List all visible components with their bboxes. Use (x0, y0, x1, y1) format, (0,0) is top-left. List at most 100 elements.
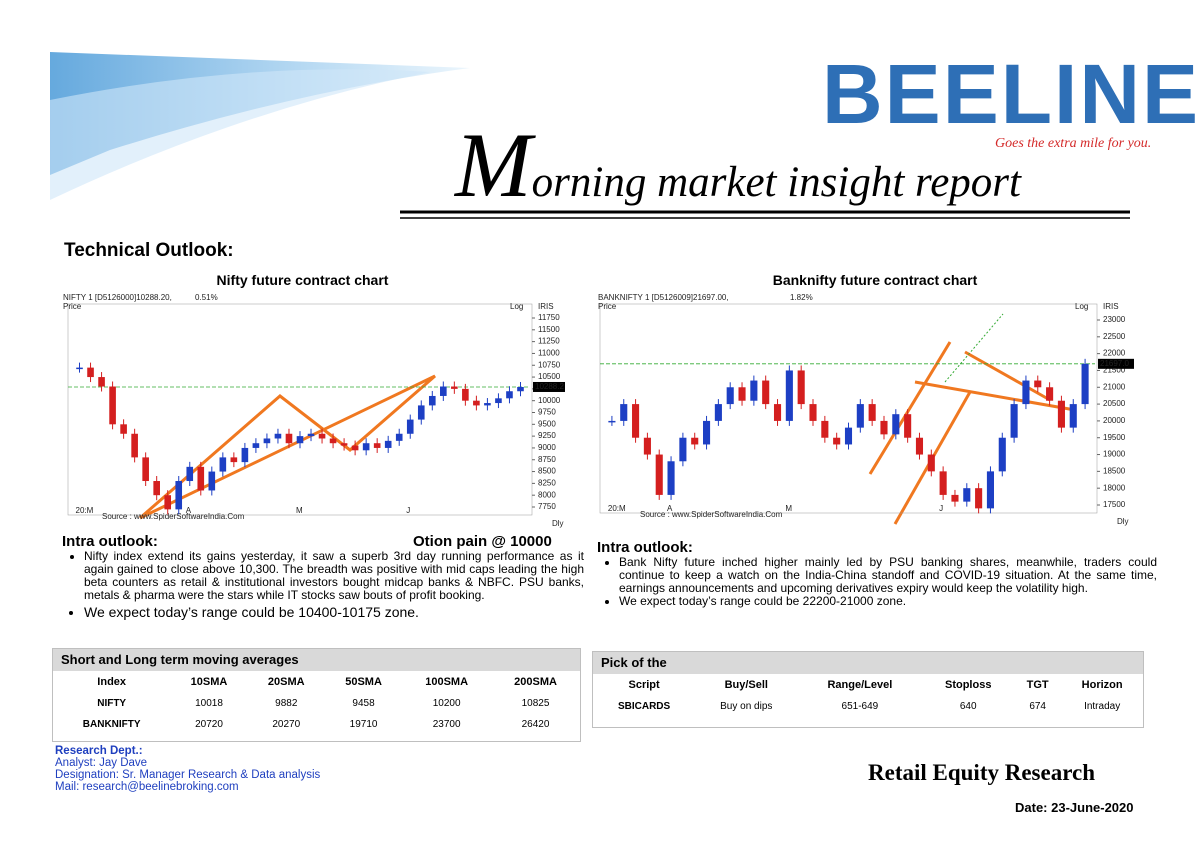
candle (109, 386, 116, 425)
candle (263, 438, 271, 444)
table-cell: 10825 (521, 698, 550, 709)
candle (307, 433, 315, 437)
candle (844, 427, 853, 445)
candle (726, 387, 734, 405)
y-tick-label: 9000 (538, 443, 556, 452)
indicator-label: IRIS (538, 302, 554, 311)
last-price: 21697.0 (1100, 359, 1129, 368)
candle (655, 454, 663, 495)
candle (186, 466, 194, 482)
header-row: Index 10SMA 20SMA 50SMA 100SMA 200SMA (53, 671, 580, 693)
table-title: Pick of the (593, 652, 1143, 674)
candle (773, 404, 782, 421)
trendline (914, 380, 1076, 412)
brand-logo: BEELINE (822, 47, 1200, 141)
table-cell: SBICARDS (617, 701, 671, 712)
trendline (964, 350, 1051, 402)
y-tick-label: 21500 (1103, 366, 1126, 375)
candle (1081, 363, 1089, 405)
y-tick-label: 11500 (538, 325, 560, 334)
candle (517, 386, 524, 392)
trendline (868, 341, 952, 475)
candle (797, 370, 805, 405)
candle (395, 433, 403, 441)
candle (975, 488, 983, 509)
candle (384, 440, 392, 448)
y-tick-label: 19000 (1103, 450, 1126, 459)
candle (142, 457, 149, 482)
candle (241, 447, 249, 463)
x-tick-label: M (785, 504, 792, 513)
chart-title: Nifty future contract chart (216, 272, 389, 288)
table-cell: 9882 (275, 698, 298, 709)
table-cell: 23700 (432, 719, 461, 730)
y-tick-label: 7750 (538, 502, 556, 511)
header-cell: 10SMA (190, 676, 228, 688)
y-tick-label: 20000 (1103, 416, 1126, 425)
header-cell: TGT (1026, 679, 1049, 691)
header-cell: 100SMA (425, 676, 469, 688)
analyst: Analyst: Jay Dave (55, 757, 148, 769)
header-cell: Horizon (1081, 679, 1123, 691)
candle (643, 437, 651, 455)
candle (417, 405, 425, 420)
candle (120, 424, 127, 434)
candle (362, 443, 370, 451)
candle (473, 400, 480, 406)
y-tick-label: 8000 (538, 490, 556, 499)
table-cell: 9458 (352, 698, 375, 709)
candle (329, 438, 337, 444)
bullet: We expect today’s range could be 22200-2… (619, 595, 1157, 608)
y-tick-label: 8250 (538, 478, 556, 487)
candle (703, 420, 711, 445)
x-tick-label: M (296, 506, 303, 515)
header-cell: 20SMA (267, 676, 305, 688)
last-price-tag (1098, 358, 1134, 369)
candle (495, 398, 502, 404)
candle (373, 443, 381, 448)
last-price: 10288.2 (535, 382, 564, 391)
indicator-label: IRIS (1103, 302, 1119, 311)
table-cell: BANKNIFTY (82, 719, 141, 730)
candle (440, 386, 447, 396)
table-row: BANKNIFTY 20720 20270 19710 23700 26420 (53, 714, 580, 735)
change: 0.51% (195, 293, 218, 302)
header-cell: Stoploss (944, 679, 992, 691)
footer-contact: Research Dept.: Analyst: Jay Dave Design… (55, 745, 320, 793)
y-tick-label: 17500 (1103, 500, 1126, 509)
y-tick-label: 9750 (538, 408, 556, 417)
price-label: Price (598, 302, 617, 311)
candle (340, 443, 348, 446)
table-row: NIFTY 10018 9882 9458 10200 10825 (53, 693, 580, 714)
symbol: BANKNIFTY 1 [D5126009]21697.00, (598, 293, 729, 302)
bullet: We expect today’s range could be 10400-1… (84, 605, 584, 619)
candle (915, 437, 924, 455)
candle (1046, 387, 1054, 401)
header-cell: Index (97, 676, 127, 688)
candle (833, 437, 841, 445)
period-label: Dly (1117, 517, 1129, 526)
change: 1.82% (790, 293, 813, 302)
candle (738, 387, 746, 401)
table-cell: 20720 (195, 719, 223, 730)
banknifty-chart: BANKNIFTY 1 [D5126009]21697.00, 1.82% Pric… (598, 293, 1134, 526)
banknifty-bullets: Bank Nifty future inched higher mainly l… (597, 556, 1157, 608)
y-tick-label: 20500 (1103, 399, 1126, 408)
candle (98, 377, 105, 387)
candle (632, 404, 640, 438)
candle (927, 454, 935, 472)
candle (691, 437, 699, 445)
last-price-tag (533, 381, 565, 392)
candle (230, 457, 238, 463)
candle (318, 433, 326, 439)
scale-label: Log (510, 302, 523, 311)
candle (1069, 404, 1077, 428)
header-cell: 50SMA (345, 676, 382, 688)
candle (131, 433, 138, 458)
table-cell: 10018 (195, 698, 223, 709)
candle (762, 380, 770, 405)
candle (809, 404, 817, 421)
trendline (139, 374, 436, 520)
plot-area (599, 303, 1098, 514)
table-row: SBICARDS Buy on dips 651-649 640 674 Intraday (593, 696, 1143, 717)
